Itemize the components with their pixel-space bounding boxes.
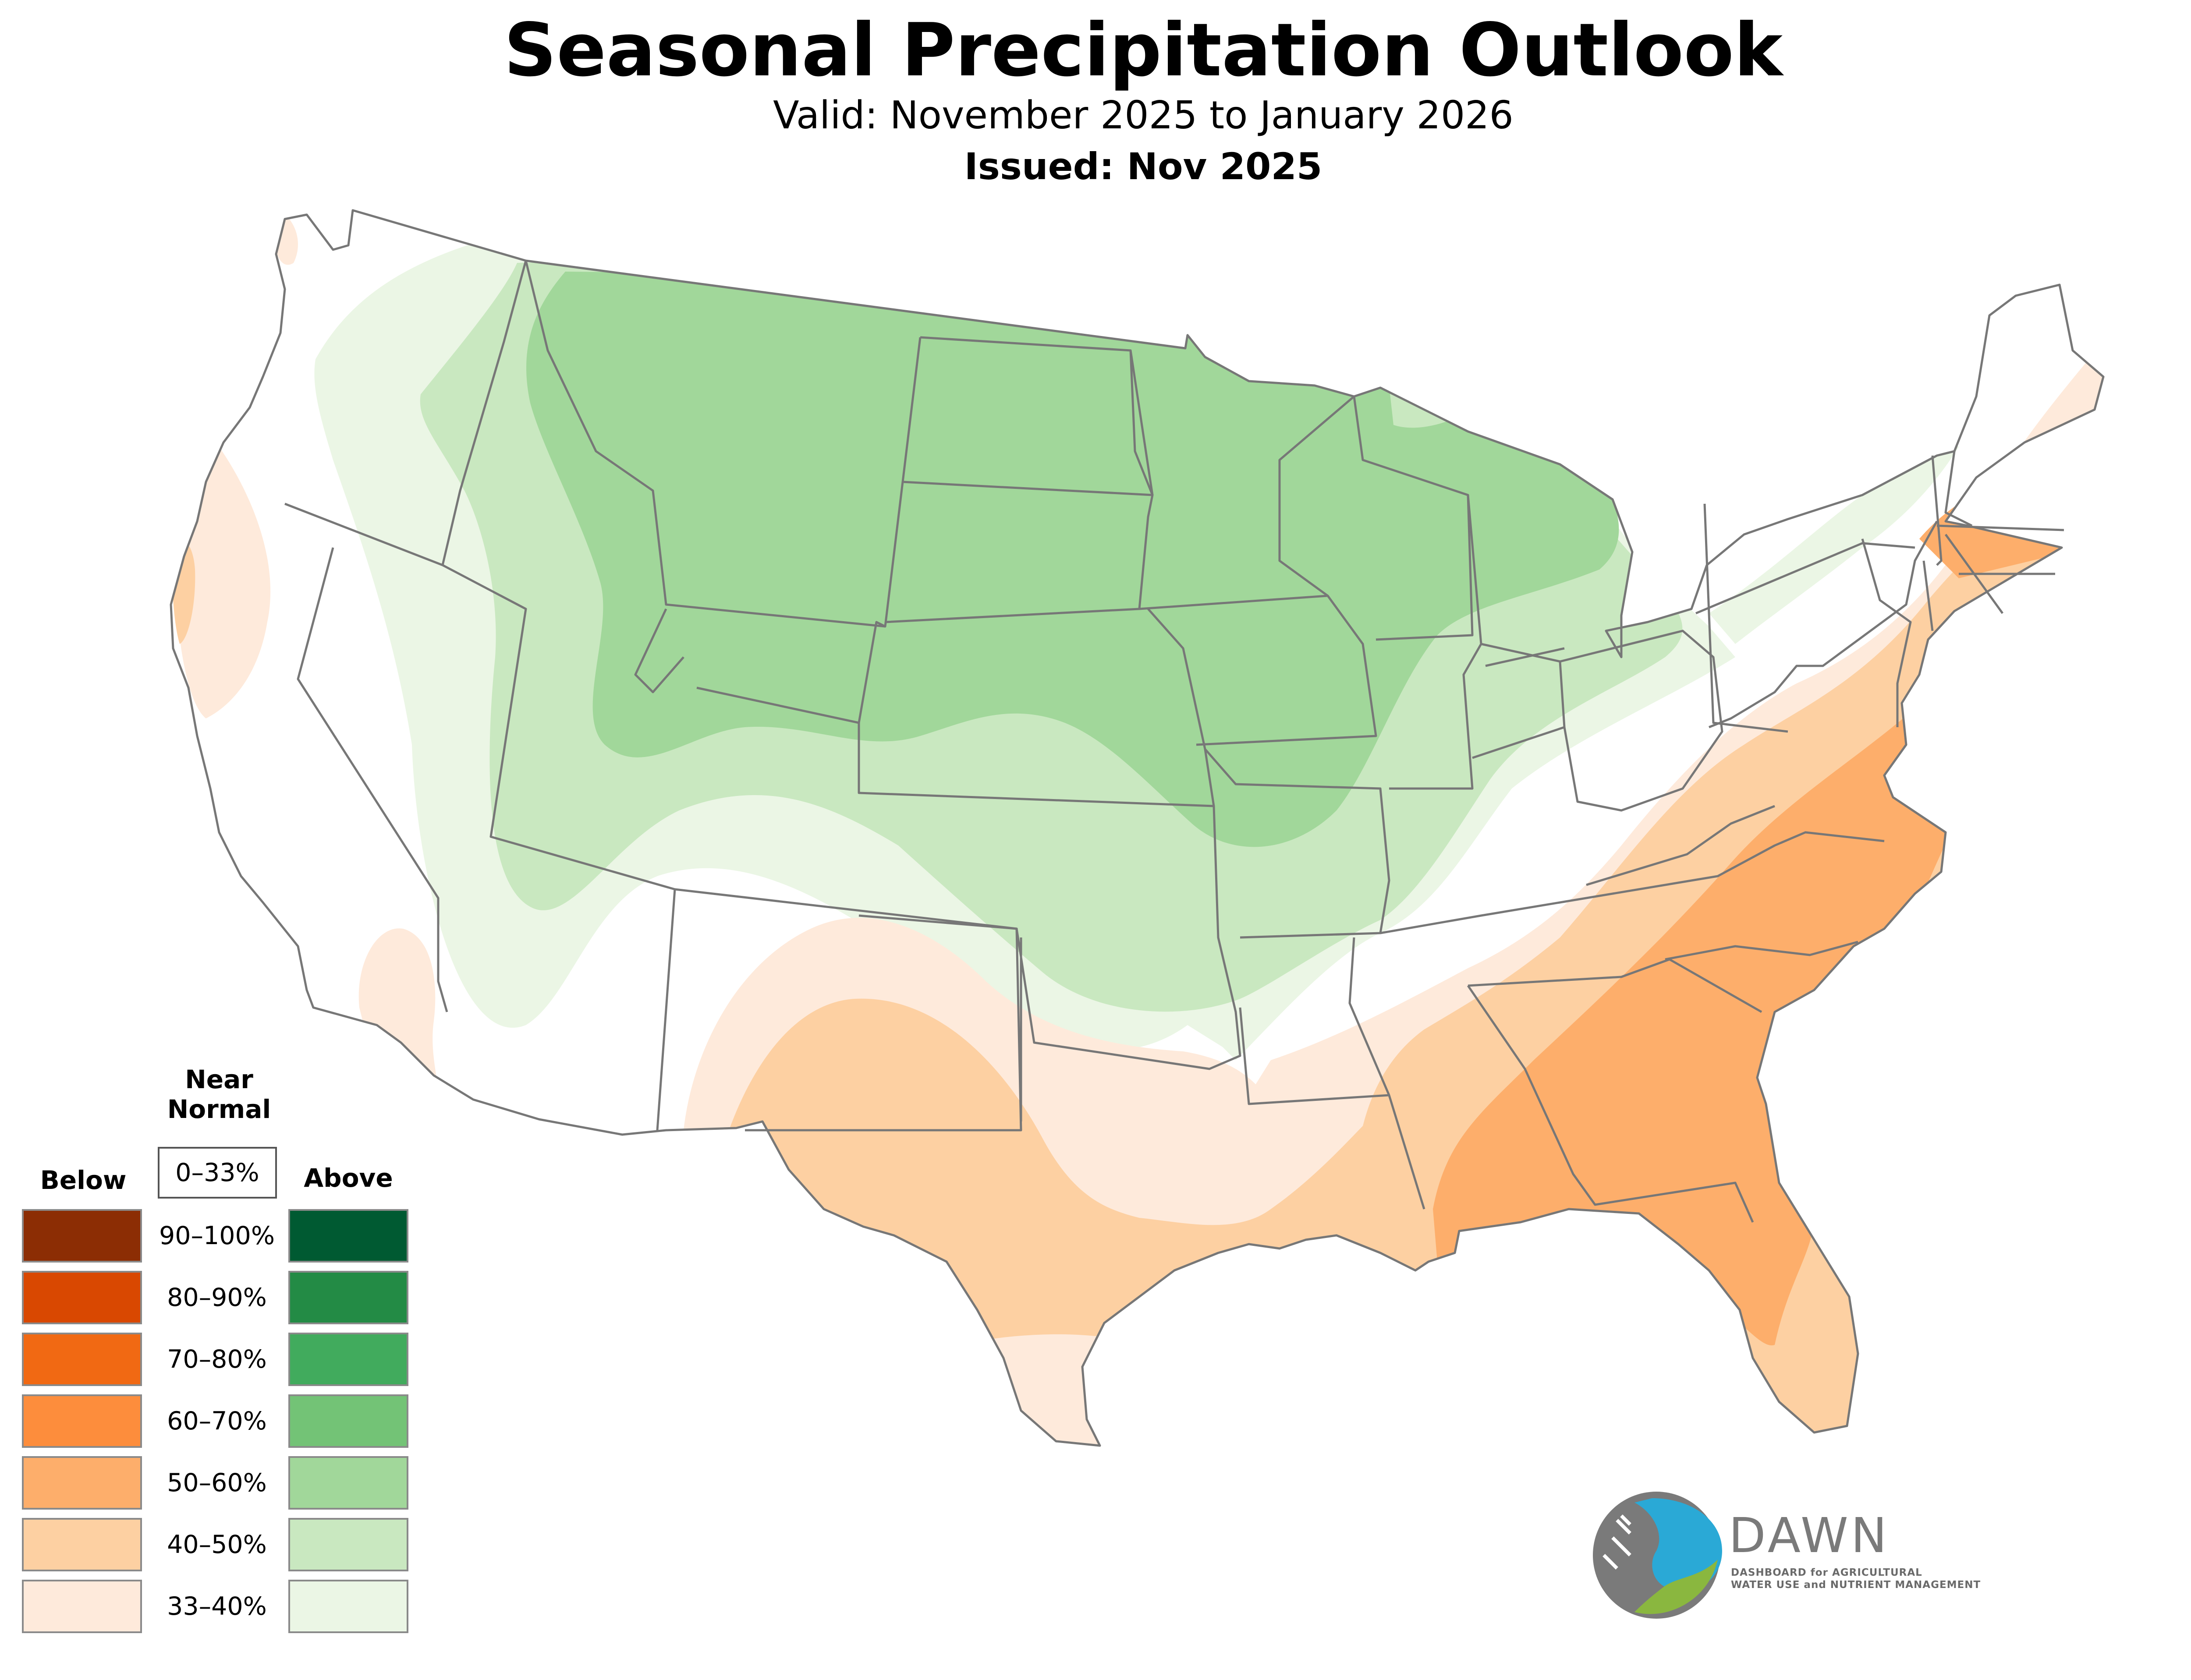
dawn-logo-emblem	[1593, 1492, 1722, 1619]
legend-near-normal-range: 0–33%	[158, 1147, 277, 1199]
legend-above-swatch	[288, 1394, 408, 1448]
legend-below-swatch	[22, 1394, 142, 1448]
logo-leaf-icon	[1634, 1560, 1718, 1614]
dawn-logo-line1: DASHBOARD for AGRICULTURAL	[1731, 1567, 1922, 1578]
legend-range-label: 90–100%	[159, 1221, 275, 1250]
legend-above-swatch	[288, 1333, 408, 1386]
map-title: Seasonal Precipitation Outlook	[503, 8, 1783, 93]
legend-above-swatch	[288, 1271, 408, 1324]
legend	[22, 1209, 408, 1633]
legend-range-label: 50–60%	[167, 1468, 267, 1497]
legend-near-normal-heading: Near Normal	[167, 1065, 271, 1124]
state-borders	[171, 210, 2103, 1446]
legend-range-label: 60–70%	[167, 1407, 267, 1436]
legend-range-label: 80–90%	[167, 1283, 267, 1312]
legend-below-swatch	[22, 1209, 142, 1263]
valid-period: Valid: November 2025 to January 2026	[773, 93, 1514, 138]
legend-above-swatch	[288, 1209, 408, 1263]
below-33-40-socal	[358, 928, 438, 1095]
legend-above-swatch	[288, 1518, 408, 1571]
above-33-40-northeast	[1709, 438, 1959, 644]
legend-above-heading: Above	[304, 1163, 393, 1193]
dawn-logo-name: DAWN	[1729, 1507, 1890, 1563]
legend-below-swatch	[22, 1271, 142, 1324]
legend-range-label: 33–40%	[167, 1592, 267, 1621]
legend-below-swatch	[22, 1333, 142, 1386]
legend-below-swatch	[22, 1580, 142, 1633]
above-50-60	[526, 272, 1619, 847]
issued-date: Issued: Nov 2025	[964, 145, 1322, 188]
legend-above-swatch	[288, 1580, 408, 1633]
legend-range-label: 40–50%	[167, 1530, 267, 1559]
legend-range-label: 70–80%	[167, 1345, 267, 1374]
above-40-50-ne-lens	[1389, 380, 1481, 428]
legend-below-swatch	[22, 1456, 142, 1510]
logo-drop-icon	[1634, 1498, 1722, 1591]
dawn-logo-line2: WATER USE and NUTRIENT MANAGEMENT	[1731, 1579, 1981, 1591]
legend-below-swatch	[22, 1518, 142, 1571]
legend-below-heading: Below	[40, 1165, 127, 1195]
legend-above-swatch	[288, 1456, 408, 1510]
